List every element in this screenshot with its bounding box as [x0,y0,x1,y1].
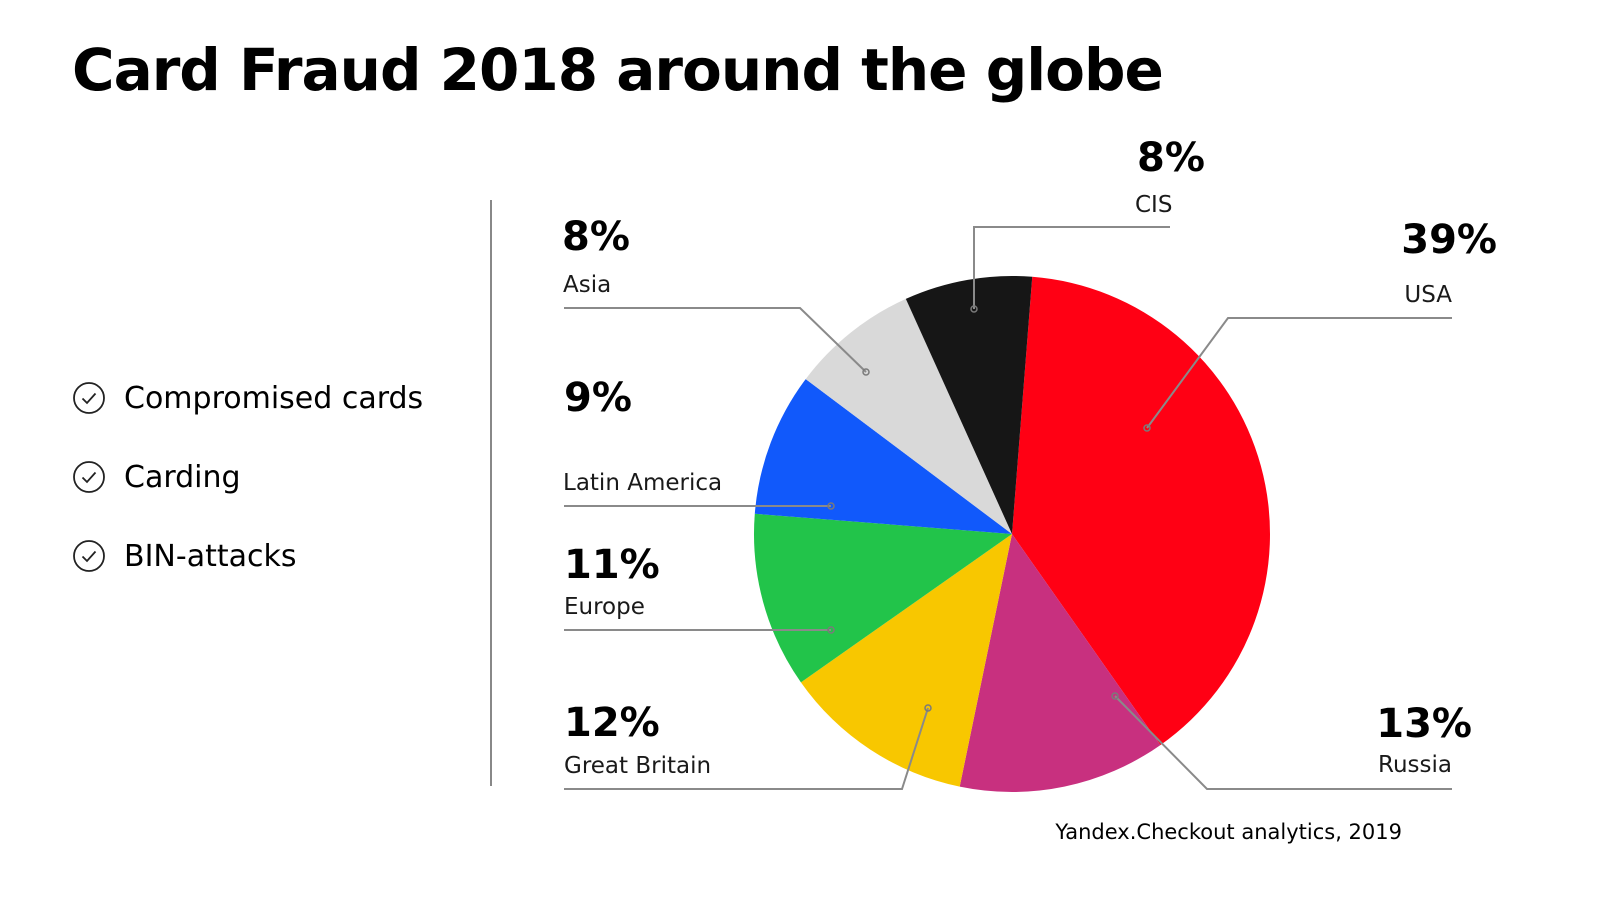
pie-slice-usa [1012,276,1270,746]
leader-dot-great-britain [924,704,932,712]
leader-line-cis [973,226,1170,309]
bullet-item: BIN-attacks [72,536,423,576]
leader-dot-cis [970,305,978,313]
category-label-usa: USA [1404,282,1452,308]
source-note: Yandex.Checkout analytics, 2019 [1055,820,1402,844]
bullet-label: Carding [124,459,241,495]
bullet-list: Compromised cards Carding BIN-attacks [72,378,423,615]
percent-label-usa: 39% [1401,217,1497,263]
leader-line-usa [1146,317,1452,429]
category-label-europe: Europe [564,594,645,620]
percent-label-cis: 8% [1137,135,1205,181]
percent-label-great-britain: 12% [564,700,660,746]
leader-dot-russia [1111,692,1119,700]
leader-line-great-britain [564,707,929,790]
pie-slice-europe [754,513,1012,683]
leader-dot-asia [862,368,870,376]
pie-slice-asia [805,298,1012,534]
vertical-divider [490,200,492,786]
bullet-label: Compromised cards [124,380,424,416]
percent-label-asia: 8% [562,214,630,260]
category-label-latin-america: Latin America [563,470,722,496]
pie-slice-cis [905,275,1033,534]
category-label-cis: CIS [1135,192,1172,218]
pie-slice-latin-america [754,379,1012,534]
bullet-label: BIN-attacks [124,538,297,574]
category-label-russia: Russia [1378,752,1452,778]
leader-line-russia [1114,695,1452,790]
bullet-item: Carding [72,457,423,497]
pie-slice-russia [959,534,1161,793]
check-circle-icon [73,540,105,572]
percent-label-russia: 13% [1376,701,1472,747]
check-circle-icon [73,382,105,414]
bullet-item: Compromised cards [72,378,423,418]
category-label-great-britain: Great Britain [564,753,711,779]
pie-slice-great-britain [800,534,1012,787]
leader-dot-usa [1143,424,1151,432]
percent-label-europe: 11% [564,542,660,588]
page-title: Card Fraud 2018 around the globe [72,36,1164,104]
percent-label-latin-america: 9% [564,375,632,421]
category-label-asia: Asia [563,272,611,298]
leader-dot-latin-america [827,502,835,510]
leader-line-asia [564,307,867,373]
leader-dot-europe [827,626,835,634]
check-circle-icon [73,461,105,493]
